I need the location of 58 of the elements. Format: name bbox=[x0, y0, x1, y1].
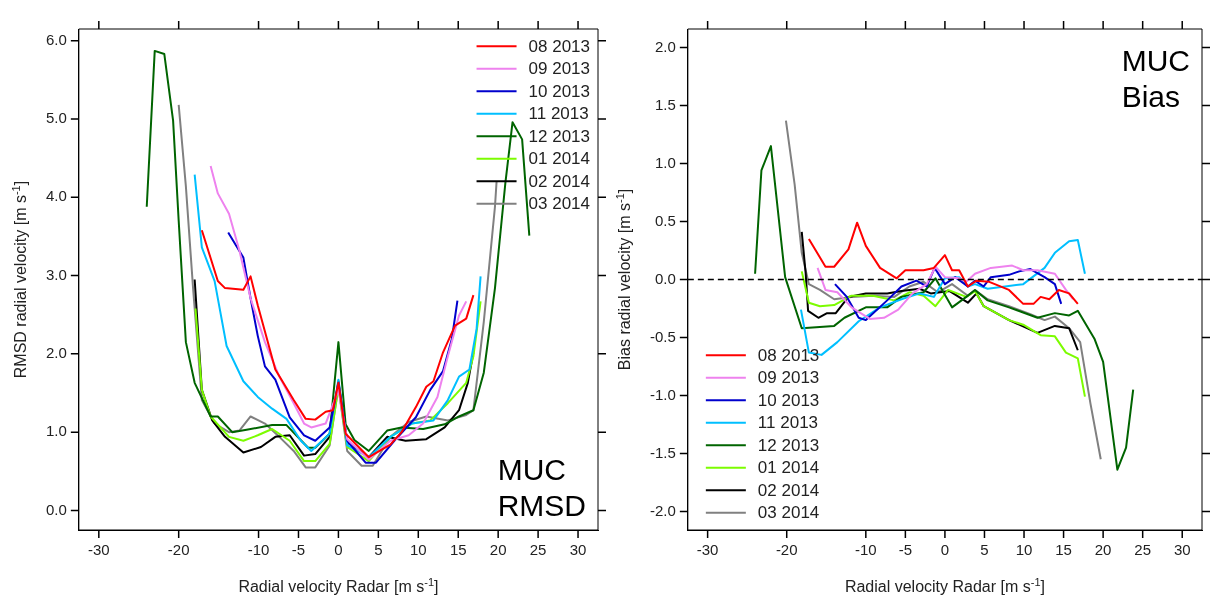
y-tick-label: -0.5 bbox=[649, 327, 676, 345]
annotation: MUC Bias bbox=[1121, 44, 1191, 113]
legend-label: 12 2013 bbox=[757, 435, 820, 455]
y-axis-title: Bias radial velocity [m s-1] bbox=[613, 188, 633, 371]
annotation: MUC RMSD bbox=[497, 453, 587, 522]
x-tick-label: 0 bbox=[334, 541, 343, 559]
x-tick-label: -30 bbox=[87, 541, 110, 559]
y-tick-label: -2.0 bbox=[649, 501, 676, 519]
x-tick-label: 5 bbox=[374, 541, 383, 559]
legend-label: 02 2014 bbox=[528, 171, 590, 191]
x-tick-label: -10 bbox=[247, 541, 270, 559]
x-tick-label: 10 bbox=[409, 541, 427, 559]
x-tick-label: 20 bbox=[489, 541, 507, 559]
x-tick-label: -5 bbox=[898, 541, 913, 559]
legend-label: 11 2013 bbox=[757, 413, 819, 433]
y-axis-title: RMSD radial velocity [m s-1] bbox=[9, 180, 29, 379]
x-tick-label: 30 bbox=[569, 541, 587, 559]
x-tick-label: 10 bbox=[1015, 541, 1033, 559]
legend-label: 12 2013 bbox=[528, 126, 590, 146]
y-tick-label: 0.0 bbox=[45, 500, 67, 518]
x-tick-label: 15 bbox=[449, 541, 467, 559]
y-tick-label: 5.0 bbox=[45, 109, 67, 127]
y-tick-label: 0.5 bbox=[654, 211, 676, 229]
x-tick-label: 25 bbox=[529, 541, 547, 559]
y-tick-label: 1.5 bbox=[654, 95, 676, 113]
x-tick-label: 5 bbox=[980, 541, 989, 559]
y-tick-label: 2.0 bbox=[654, 37, 676, 55]
x-tick-label: 30 bbox=[1173, 541, 1191, 559]
legend-label: 01 2014 bbox=[757, 458, 820, 478]
y-tick-label: 1.0 bbox=[654, 153, 676, 171]
x-tick-label: 0 bbox=[940, 541, 950, 559]
legend-label: 03 2014 bbox=[528, 194, 590, 214]
y-tick-label: 6.0 bbox=[45, 30, 67, 48]
legend-label: 09 2013 bbox=[528, 59, 590, 79]
y-tick-label: 0.0 bbox=[654, 269, 676, 287]
y-tick-label: 3.0 bbox=[45, 265, 67, 283]
legend-label: 02 2014 bbox=[757, 480, 820, 500]
legend-label: 03 2014 bbox=[757, 503, 820, 523]
x-tick-label: -5 bbox=[291, 541, 306, 559]
y-tick-label: 2.0 bbox=[45, 344, 67, 362]
legend-label: 08 2013 bbox=[528, 36, 590, 56]
legend-label: 09 2013 bbox=[757, 368, 820, 388]
y-tick-label: 4.0 bbox=[45, 187, 67, 205]
legend-label: 01 2014 bbox=[528, 149, 590, 169]
legend-label: 10 2013 bbox=[757, 390, 820, 410]
legend-label: 08 2013 bbox=[757, 345, 820, 365]
x-tick-label: 25 bbox=[1134, 541, 1152, 559]
x-tick-label: -30 bbox=[696, 541, 719, 559]
x-tick-label: -20 bbox=[167, 541, 190, 559]
y-tick-label: 1.0 bbox=[45, 422, 67, 440]
x-tick-label: -10 bbox=[854, 541, 877, 559]
y-tick-label: -1.5 bbox=[649, 443, 676, 461]
legend-label: 11 2013 bbox=[528, 104, 589, 124]
legend-label: 10 2013 bbox=[528, 81, 590, 101]
x-tick-label: 20 bbox=[1094, 541, 1112, 559]
x-tick-label: -20 bbox=[775, 541, 798, 559]
y-tick-label: -1.0 bbox=[649, 385, 676, 403]
x-tick-label: 15 bbox=[1055, 541, 1072, 559]
